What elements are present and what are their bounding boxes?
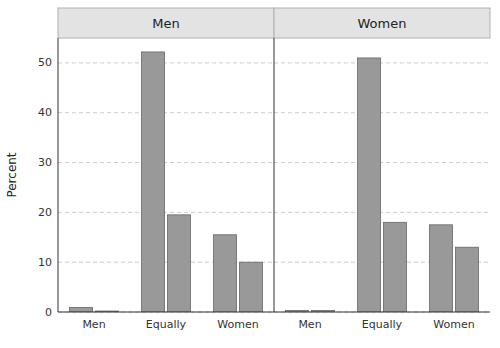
panel-header [274, 8, 490, 38]
grid-line [274, 162, 490, 163]
y-tick-label: 10 [38, 256, 52, 269]
y-tick-label: 30 [38, 156, 52, 169]
grid-line [58, 212, 274, 213]
x-axis-line [58, 312, 274, 313]
grid-line [274, 212, 490, 213]
grid-line [58, 162, 274, 163]
bars [70, 52, 263, 312]
x-tick-label: Equally [146, 318, 187, 331]
panel-title: Women [358, 16, 407, 31]
x-tick-label: Men [82, 318, 105, 331]
bar [239, 262, 262, 312]
panel: Men 0 10 20 30 40 50 Percent Men Equally Women [5, 8, 274, 331]
x-tick-label: Women [433, 318, 474, 331]
grid-line [274, 62, 490, 63]
x-tick-label: Men [298, 318, 321, 331]
bar [358, 58, 381, 312]
y-axis-line [274, 38, 275, 312]
y-tick-label: 0 [45, 306, 52, 319]
y-tick-label: 20 [38, 206, 52, 219]
y-tick-label: 40 [38, 106, 52, 119]
bar [383, 222, 406, 312]
x-tick-label: Equally [362, 318, 403, 331]
bar [214, 235, 237, 312]
bar [142, 52, 165, 312]
grid-line [58, 312, 274, 313]
panel-header [58, 8, 274, 38]
panel-title: Men [152, 16, 179, 31]
grid-line [58, 62, 274, 63]
panel: Women Men Equally Women [274, 8, 490, 331]
bar [430, 225, 453, 312]
bar [70, 308, 93, 312]
bar [455, 247, 478, 312]
y-axis-line [58, 38, 59, 312]
x-tick-label: Women [217, 318, 258, 331]
y-tick-label: 50 [38, 56, 52, 69]
x-axis-line [274, 312, 490, 313]
grid-line [274, 312, 490, 313]
y-axis-label: Percent [5, 152, 19, 197]
grid-line [274, 112, 490, 113]
bar [167, 215, 190, 312]
chart-root: Men01020304050PercentMenEquallyWomenWome… [0, 0, 500, 348]
grid-line [58, 112, 274, 113]
bars [286, 58, 479, 312]
